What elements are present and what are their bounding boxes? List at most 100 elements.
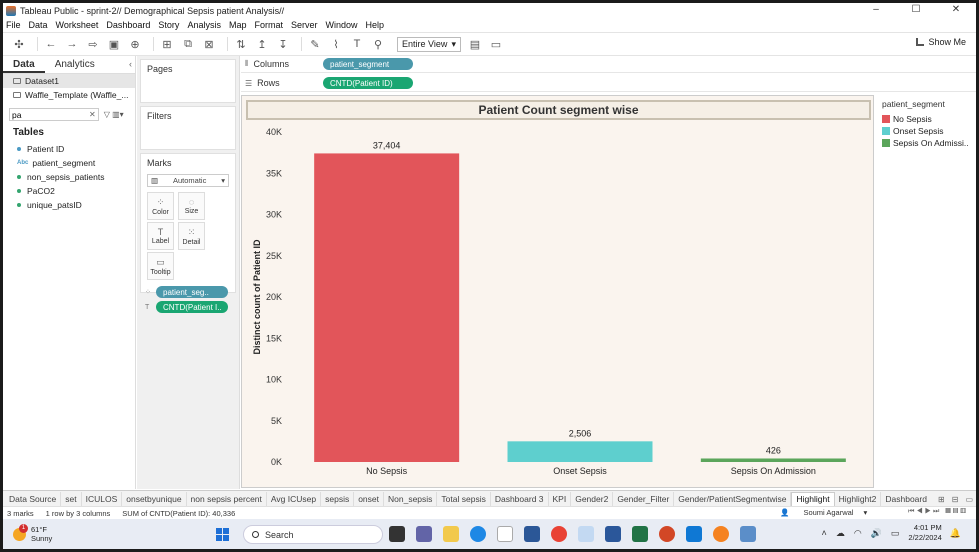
sheet-tab[interactable]: onsetbyunique	[122, 491, 187, 506]
new-datasource-icon[interactable]: ⊕	[130, 38, 140, 51]
windows-start-icon[interactable]	[216, 528, 229, 541]
chevron-up-icon[interactable]: ˄	[821, 528, 827, 538]
menu-map[interactable]: Map	[228, 20, 247, 30]
legend-item[interactable]: Sepsis On Admissi..	[876, 137, 976, 149]
app-network-icon[interactable]	[740, 526, 756, 542]
redo-icon[interactable]: →	[66, 38, 78, 50]
mark-type-select[interactable]: ▥ Automatic ▾	[147, 174, 229, 187]
sheet-tab[interactable]: Data Source	[5, 491, 62, 506]
highlight-icon[interactable]: ✎	[310, 38, 320, 51]
replay-icon[interactable]: ⇨	[88, 38, 98, 51]
duplicate-sheet-icon[interactable]: ⧉	[184, 37, 192, 50]
tab-data[interactable]: Data	[3, 56, 45, 73]
detail-button[interactable]: ⁙ Detail	[178, 222, 205, 250]
label-button[interactable]: T Label	[147, 222, 174, 250]
sheet-tab[interactable]: Avg ICUsep	[267, 491, 322, 506]
marks-pill-segment[interactable]: patient_seg..	[156, 286, 228, 298]
sheet-tab[interactable]: Gender_Filter	[613, 491, 675, 506]
columns-shelf[interactable]: ⦀ Columns patient_segment	[241, 56, 976, 73]
legend-item[interactable]: Onset Sepsis	[876, 125, 976, 137]
datasource-item[interactable]: Dataset1	[3, 74, 135, 88]
close-button[interactable]: ✕	[951, 4, 961, 15]
field-patient-id[interactable]: Patient ID	[3, 142, 135, 156]
chrome-icon[interactable]	[551, 526, 567, 542]
taskbar-search[interactable]: Search	[243, 525, 383, 544]
menu-file[interactable]: File	[6, 20, 21, 30]
menu-data[interactable]: Data	[28, 20, 48, 30]
new-story-tab-icon[interactable]: ▭	[965, 494, 973, 504]
word-icon[interactable]	[605, 526, 621, 542]
field-search-input[interactable]	[9, 108, 99, 121]
menu-window[interactable]: Window	[325, 20, 358, 30]
menu-worksheet[interactable]: Worksheet	[55, 20, 99, 30]
rows-pill[interactable]: CNTD(Patient ID)	[323, 77, 413, 89]
group-icon[interactable]: ⌇	[333, 38, 339, 51]
sheet-tab[interactable]: sepsis	[321, 491, 355, 506]
sheet-tab[interactable]: Dashboard 3	[491, 491, 549, 506]
sort-ascending-icon[interactable]: ↥	[257, 38, 267, 51]
field-unique-patsid[interactable]: unique_patsID	[3, 198, 135, 212]
show-cards-icon[interactable]: ▤	[469, 38, 481, 51]
tab-analytics[interactable]: Analytics	[54, 59, 95, 70]
pages-card[interactable]: Pages	[140, 59, 236, 103]
color-button[interactable]: ⁘ Color	[147, 192, 174, 220]
volume-icon[interactable]: 🔊	[870, 527, 882, 538]
sheet-tab[interactable]: Highlight2	[835, 491, 882, 506]
menu-dashboard[interactable]: Dashboard	[106, 20, 151, 30]
user-menu[interactable]: 👤 Soumi Agarwal ▾	[780, 508, 868, 517]
store-icon[interactable]	[524, 526, 540, 542]
tableau-taskbar-icon[interactable]	[578, 526, 594, 542]
sheet-tab[interactable]: KPI	[549, 491, 572, 506]
excel-icon[interactable]	[632, 526, 648, 542]
legend-item[interactable]: No Sepsis	[876, 113, 976, 125]
tableau-home-icon[interactable]: ✣	[14, 38, 24, 51]
sheet-tab[interactable]: set	[61, 491, 82, 506]
weather-widget[interactable]: 1 61°F Sunny	[13, 523, 52, 543]
sheet-tab[interactable]: Gender/PatientSegmentwise	[674, 491, 792, 506]
sheet-tab[interactable]: Highlight	[791, 491, 835, 506]
teams-icon[interactable]	[416, 526, 432, 542]
sheet-tab[interactable]: ICULOS	[82, 491, 123, 506]
battery-icon[interactable]: ▭	[890, 527, 900, 538]
field-non-sepsis-patients[interactable]: non_sepsis_patients	[3, 170, 135, 184]
file-explorer-icon[interactable]	[443, 526, 459, 542]
notepad-icon[interactable]	[497, 526, 513, 542]
new-worksheet-icon[interactable]: ⊞	[162, 38, 172, 51]
sheet-tab[interactable]: non sepsis percent	[187, 491, 267, 506]
menu-server[interactable]: Server	[290, 20, 318, 30]
new-worksheet-tab-icon[interactable]: ⊞	[938, 494, 945, 504]
task-view-icon[interactable]	[389, 526, 405, 542]
marks-pill-count[interactable]: CNTD(Patient I..	[156, 301, 228, 313]
clock[interactable]: 4:01 PM 2/22/2024	[908, 523, 941, 543]
collapse-pane-icon[interactable]: ‹	[129, 59, 132, 69]
cloud-icon[interactable]: ☁	[835, 527, 845, 538]
clear-sheet-icon[interactable]: ⊠	[204, 38, 214, 51]
tooltip-button[interactable]: ▭ Tooltip	[147, 252, 174, 280]
menu-format[interactable]: Format	[254, 20, 283, 30]
datasource-item[interactable]: Waffle_Template (Waffle_...	[3, 88, 135, 102]
menu-help[interactable]: Help	[365, 20, 385, 30]
field-patient-segment[interactable]: Abc patient_segment	[3, 156, 135, 170]
wifi-icon[interactable]: ◠	[853, 527, 862, 538]
columns-pill[interactable]: patient_segment	[323, 58, 413, 70]
menu-analysis[interactable]: Analysis	[187, 20, 221, 30]
powerpoint-icon[interactable]	[659, 526, 675, 542]
save-icon[interactable]: ▣	[108, 38, 120, 51]
sheet-tab[interactable]: Gender2	[571, 491, 614, 506]
show-labels-icon[interactable]: T	[353, 38, 361, 50]
presentation-icon[interactable]: ▭	[490, 38, 502, 51]
sheet-nav-icons[interactable]: ⏮◀▶⏭ ▦▤▥	[908, 508, 968, 515]
field-paco2[interactable]: PaCO2	[3, 184, 135, 198]
undo-icon[interactable]: ←	[45, 38, 57, 50]
sort-descending-icon[interactable]: ↧	[278, 38, 288, 51]
edge-icon[interactable]	[470, 526, 486, 542]
fit-view-select[interactable]: Entire View ▾	[397, 36, 461, 52]
minimize-button[interactable]: –	[873, 4, 879, 15]
pin-icon[interactable]: ⚲	[373, 38, 383, 51]
sheet-tab[interactable]: Total sepsis	[437, 491, 491, 506]
size-button[interactable]: ◌ Size	[178, 192, 205, 220]
menu-story[interactable]: Story	[158, 20, 180, 30]
sheet-tab[interactable]: onset	[354, 491, 384, 506]
clear-search-icon[interactable]: ✕	[89, 110, 96, 119]
maximize-button[interactable]: ☐	[911, 4, 921, 15]
